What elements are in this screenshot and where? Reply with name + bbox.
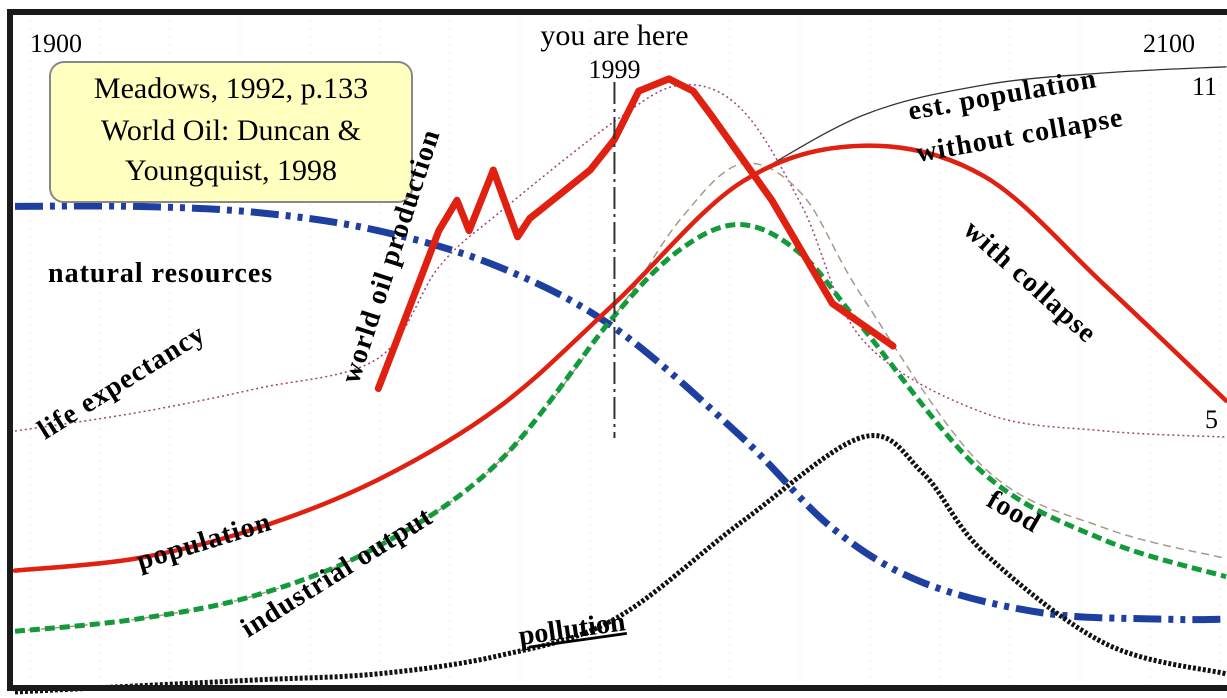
series-natural-resources-line [14, 202, 1227, 624]
marker-year-label: 1999 [588, 55, 640, 84]
series-world-oil-production-line [374, 75, 897, 392]
series-industrial-output-line [14, 162, 1227, 633]
x-tick-2100: 2100 [1143, 29, 1195, 58]
right-edge-label-top: 11 [1192, 72, 1217, 101]
series-population-line [12, 143, 1227, 573]
you-are-here-label: you are here [540, 19, 688, 52]
x-tick-1900: 1900 [30, 29, 82, 58]
label-food: food [982, 484, 1047, 539]
citation-line-1: Meadows, 1992, p.133 [94, 72, 368, 105]
right-edge-label-bottom: 5 [1205, 405, 1218, 434]
label-pollution: pollution [517, 606, 628, 652]
series-pollution-line [14, 433, 1227, 695]
label-population: population [133, 506, 275, 576]
series-est-population-without-collapse-line [740, 66, 1227, 183]
citation-box: Meadows, 1992, p.133 World Oil: Duncan &… [49, 61, 413, 203]
series-food-line [14, 222, 1227, 634]
citation-box-background [49, 61, 413, 203]
citation-line-3: Youngquist, 1998 [125, 154, 337, 187]
label-with-collapse: with collapse [957, 214, 1102, 349]
chart-frame [7, 9, 1227, 691]
label-natural-resources: natural resources [48, 258, 273, 289]
label-life-expectancy: life expectancy [32, 318, 211, 446]
series-layer [12, 66, 1227, 695]
citation-line-2: World Oil: Duncan & [101, 114, 361, 147]
